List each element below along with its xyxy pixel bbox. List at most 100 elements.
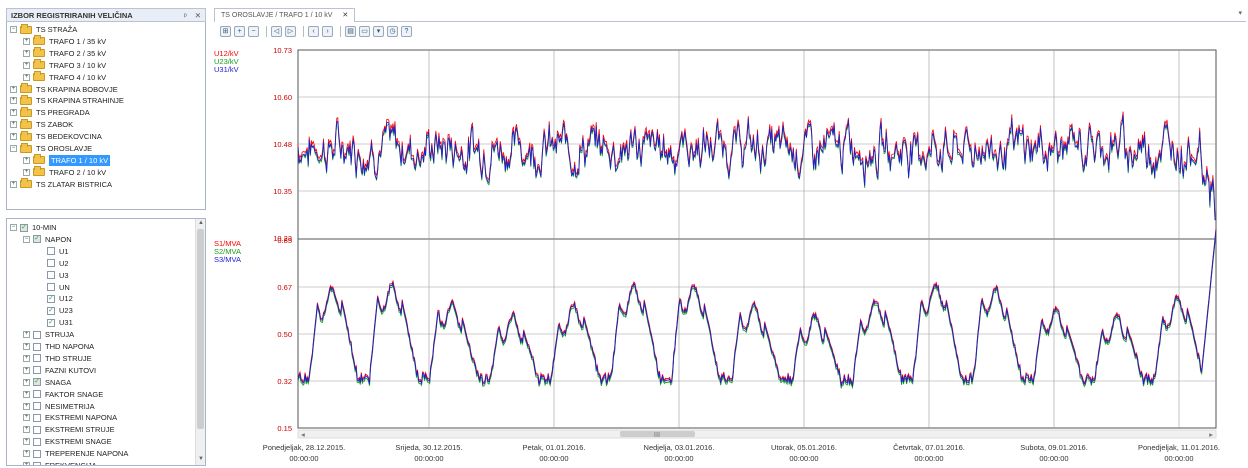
expand-icon[interactable]: + [23, 343, 30, 350]
checkbox[interactable] [33, 413, 41, 422]
measure-item[interactable]: ✓ U12 [47, 293, 73, 304]
dropdown-icon[interactable]: ▾ [373, 25, 384, 37]
prev-icon[interactable]: ‹ [308, 25, 319, 37]
transformer-item[interactable]: + TRAFO 2 / 10 kV [23, 166, 106, 178]
station-item[interactable]: − TS STRAŽA [10, 23, 77, 35]
clock-icon[interactable]: ◷ [387, 25, 398, 37]
checkbox[interactable] [33, 366, 41, 375]
checkbox[interactable] [33, 449, 41, 458]
expand-icon[interactable]: + [10, 109, 17, 117]
measure-group[interactable]: + FAKTOR SNAGE [23, 389, 103, 400]
expand-icon[interactable]: + [10, 121, 17, 129]
expand-icon[interactable]: + [23, 73, 30, 81]
checkbox[interactable] [47, 247, 55, 256]
expand-icon[interactable]: + [23, 354, 30, 362]
print-icon[interactable]: ▤ [345, 25, 356, 37]
zoom-in-icon[interactable]: + [234, 25, 245, 37]
checkbox[interactable]: ✓ [47, 294, 55, 303]
measure-group[interactable]: + NESIMETRIJA [23, 401, 95, 412]
checkbox[interactable] [33, 402, 41, 410]
checkbox[interactable]: ✓ [33, 378, 41, 387]
measure-group[interactable]: + ✓ SNAGA [23, 377, 71, 388]
measure-group-napon[interactable]: − ✓ NAPON [23, 234, 72, 245]
scrollbar-thumb[interactable] [620, 431, 695, 437]
tab-oroslavje-trafo1[interactable]: TS OROSLAVJE / TRAFO 1 / 10 kV ✕ [214, 8, 356, 22]
expand-icon[interactable]: + [23, 331, 30, 339]
expand-icon[interactable]: + [23, 378, 30, 386]
measure-group[interactable]: + THD NAPONA [23, 341, 94, 352]
measure-group[interactable]: + EKSTREMI NAPONA [23, 412, 117, 423]
expand-icon[interactable]: + [23, 168, 30, 176]
scrollbar-thumb[interactable] [197, 229, 204, 429]
measure-item[interactable]: U3 [47, 270, 69, 281]
expand-icon[interactable]: − [10, 26, 17, 33]
measure-group[interactable]: + EKSTREMI STRUJE [23, 424, 115, 435]
expand-icon[interactable]: − [10, 145, 17, 152]
transformer-item[interactable]: + TRAFO 3 / 10 kV [23, 59, 106, 71]
expand-icon[interactable]: + [23, 402, 30, 410]
checkbox[interactable] [33, 330, 41, 339]
expand-icon[interactable]: + [23, 49, 30, 57]
station-item[interactable]: + TS ZLATAR BISTRICA [10, 178, 112, 190]
close-tab-icon[interactable]: ✕ [342, 12, 349, 19]
station-item[interactable]: + TS KRAPINA STRAHINJE [10, 94, 124, 106]
expand-icon[interactable]: + [23, 37, 30, 45]
checkbox[interactable]: ✓ [47, 306, 55, 315]
checkbox[interactable]: ✓ [20, 223, 28, 232]
checkbox[interactable] [33, 425, 41, 434]
next-icon[interactable]: › [322, 25, 333, 37]
scroll-up-icon[interactable]: ▲ [198, 220, 204, 226]
expand-icon[interactable]: − [10, 224, 17, 231]
checkbox[interactable]: ✓ [33, 235, 41, 244]
station-item[interactable]: + TS KRAPINA BOBOVJE [10, 83, 118, 95]
expand-icon[interactable]: + [10, 85, 17, 93]
expand-icon[interactable]: + [23, 390, 30, 398]
measure-group[interactable]: + STRUJA [23, 329, 74, 340]
checkbox[interactable] [33, 390, 41, 399]
station-item[interactable]: + TS BEDEKOVCINA [10, 130, 102, 142]
expand-icon[interactable]: + [23, 450, 30, 458]
help-icon[interactable]: ? [401, 25, 412, 37]
measure-group[interactable]: + FREKVENCIJA [23, 460, 97, 465]
expand-icon[interactable]: + [23, 438, 30, 446]
checkbox[interactable] [33, 354, 41, 363]
measure-item[interactable]: U2 [47, 258, 69, 269]
station-item[interactable]: + TS PREGRADA [10, 106, 90, 118]
export-icon[interactable]: ⊞ [220, 25, 231, 37]
checkbox[interactable] [47, 259, 55, 268]
measure-group[interactable]: + EKSTREMI SNAGE [23, 436, 112, 447]
pan-right-icon[interactable]: ▷ [285, 25, 296, 37]
measure-item[interactable]: ✓ U23 [47, 305, 73, 316]
expand-icon[interactable]: + [10, 97, 17, 105]
measure-item[interactable]: UN [47, 282, 70, 293]
station-item[interactable]: + TS ZABOK [10, 118, 73, 130]
expand-icon[interactable]: + [23, 156, 30, 164]
layout-icon[interactable]: ▭ [359, 25, 370, 37]
checkbox[interactable] [33, 461, 41, 465]
expand-icon[interactable]: + [10, 133, 17, 141]
expand-icon[interactable]: + [23, 61, 30, 69]
scroll-down-icon[interactable]: ▼ [198, 456, 204, 462]
measurement-tree-scrollbar[interactable]: ▲ ▼ [195, 219, 205, 465]
checkbox[interactable]: ✓ [47, 318, 55, 327]
checkbox[interactable] [33, 342, 41, 351]
expand-icon[interactable]: + [10, 180, 17, 188]
transformer-item-selected[interactable]: + TRAFO 1 / 10 kV [23, 154, 111, 166]
measure-group[interactable]: + FAZNI KUTOVI [23, 365, 96, 376]
transformer-item[interactable]: + TRAFO 1 / 35 kV [23, 35, 106, 47]
pan-left-icon[interactable]: ◁ [271, 25, 282, 37]
measure-item[interactable]: ✓ U31 [47, 317, 73, 328]
measure-root[interactable]: − ✓ 10-MIN [10, 222, 57, 233]
checkbox[interactable] [47, 271, 55, 280]
expand-icon[interactable]: + [23, 426, 30, 434]
station-item[interactable]: − TS OROSLAVJE [10, 142, 92, 154]
zoom-out-icon[interactable]: − [248, 25, 259, 37]
measure-group[interactable]: + THD STRUJE [23, 353, 92, 364]
pin-icon[interactable]: ᵖ [183, 10, 187, 20]
measure-item[interactable]: U1 [47, 246, 69, 257]
checkbox[interactable] [33, 437, 41, 446]
expand-icon[interactable]: + [23, 366, 30, 374]
close-panel-button[interactable]: ✕ [194, 10, 201, 20]
checkbox[interactable] [47, 283, 55, 291]
expand-icon[interactable]: − [23, 235, 30, 243]
